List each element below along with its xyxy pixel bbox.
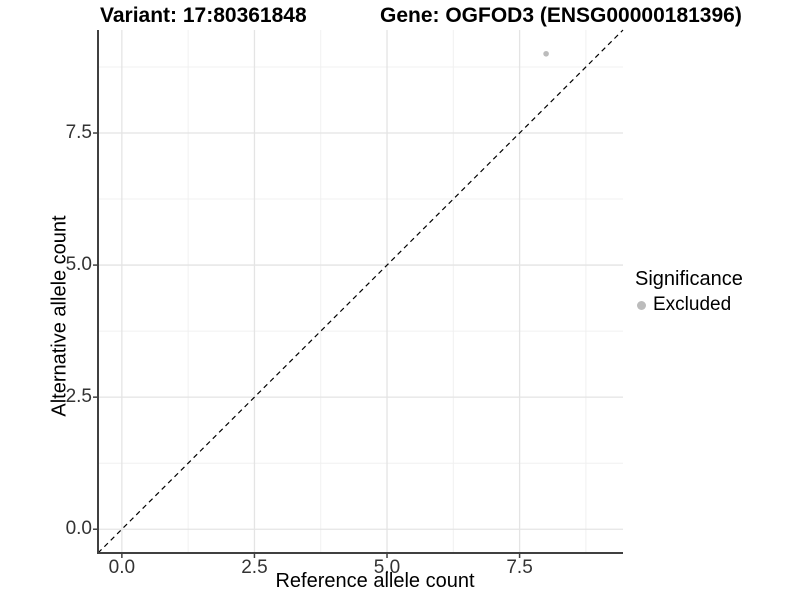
- x-tick-label: 7.5: [506, 557, 533, 578]
- identity-reference-line: [97, 29, 624, 554]
- y-axis-title: Alternative allele count: [48, 215, 71, 417]
- legend-item-label: Excluded: [653, 294, 732, 315]
- y-tick-label: 7.5: [65, 122, 92, 143]
- y-tick-label: 0.0: [65, 518, 92, 540]
- legend-item-excluded: Excluded: [635, 294, 743, 316]
- legend: Significance Excluded: [635, 268, 743, 316]
- legend-title: Significance: [635, 268, 743, 290]
- plot-title-variant: Variant: 17:80361848: [100, 4, 307, 27]
- x-axis-title: Reference allele count: [275, 570, 475, 592]
- y-tick-label: 5.0: [65, 254, 92, 276]
- y-tick-label: 2.5: [65, 386, 92, 408]
- plot-title-gene: Gene: OGFOD3 (ENSG00000181396): [380, 4, 742, 27]
- x-tick-label: 0.0: [108, 557, 136, 578]
- legend-point-icon: [637, 300, 646, 310]
- data-point: [543, 50, 549, 57]
- x-tick-label: 5.0: [373, 557, 401, 578]
- x-tick-label: 2.5: [241, 557, 268, 578]
